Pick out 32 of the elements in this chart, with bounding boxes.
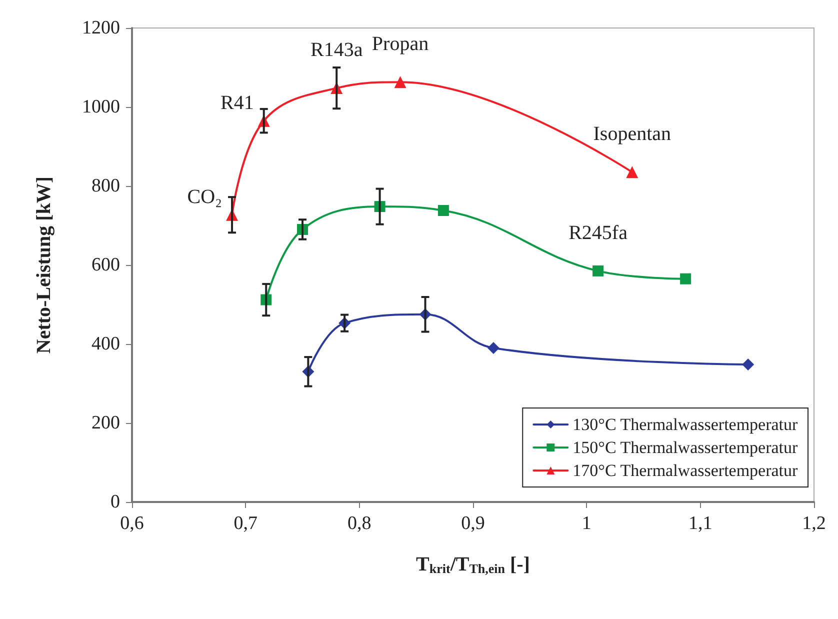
y-tick-label: 400 bbox=[92, 334, 120, 354]
x-tick-label: 0,7 bbox=[234, 513, 258, 534]
point bbox=[742, 358, 754, 371]
y-tick-label: 200 bbox=[92, 412, 120, 434]
annotation: R245fa bbox=[568, 222, 628, 244]
point bbox=[592, 265, 604, 276]
annotation: R41 bbox=[220, 92, 254, 114]
point bbox=[394, 76, 406, 88]
x-tick-label: 1,2 bbox=[802, 513, 826, 534]
y-axis-title: Netto-Leistung [kW] bbox=[33, 176, 55, 354]
y-tick-label: 600 bbox=[92, 254, 120, 276]
point bbox=[626, 166, 638, 178]
x-axis-title: Tkrit/TTh,ein [-] bbox=[416, 554, 530, 576]
annotation: Propan bbox=[372, 33, 429, 56]
y-tick-label: 1000 bbox=[82, 96, 120, 118]
legend-label: 170°C Thermalwassertemperatur bbox=[572, 461, 798, 480]
x-tick-label: 1 bbox=[582, 513, 592, 534]
y-tick-label: 0 bbox=[110, 492, 120, 512]
x-tick-label: 1,1 bbox=[688, 513, 712, 534]
point bbox=[487, 342, 500, 354]
y-tick-label: 1200 bbox=[82, 18, 120, 38]
legend-label: 130°C Thermalwassertemperatur bbox=[572, 415, 798, 434]
annotation: R143a bbox=[310, 39, 363, 62]
annotation: Isopentan bbox=[593, 123, 672, 146]
x-tick-label: 0,9 bbox=[461, 513, 485, 534]
point bbox=[438, 204, 449, 216]
x-tick-label: 0,8 bbox=[347, 513, 372, 534]
y-tick-label: 800 bbox=[92, 176, 120, 196]
point bbox=[680, 273, 692, 284]
x-tick-label: 0,6 bbox=[120, 513, 144, 534]
legend-label: 150°C Thermalwassertemperatur bbox=[572, 438, 798, 457]
annotation: CO₂ bbox=[187, 186, 222, 208]
